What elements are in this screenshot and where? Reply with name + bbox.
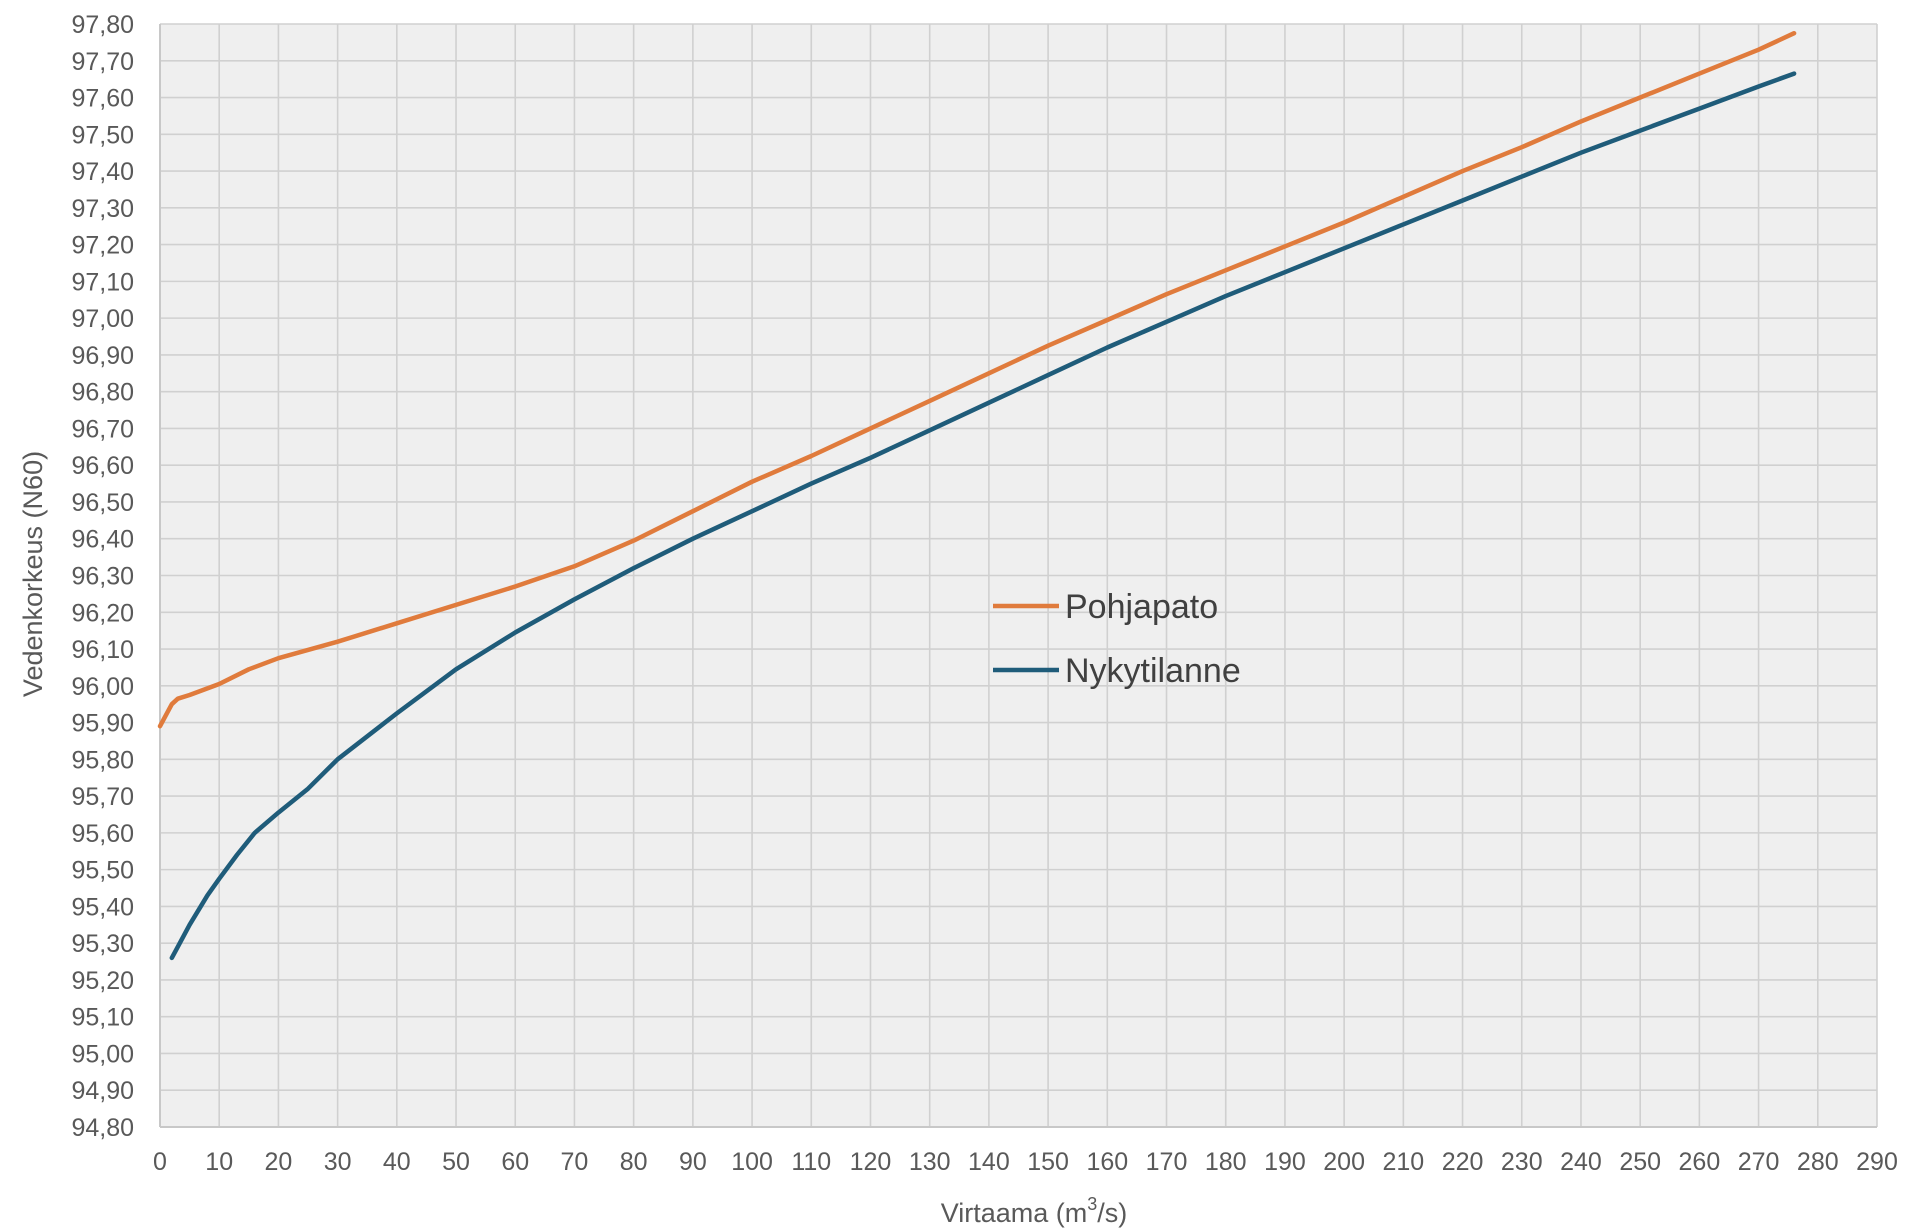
x-tick-label: 260 bbox=[1679, 1148, 1721, 1176]
y-tick-label: 96,70 bbox=[71, 415, 134, 443]
x-tick-label: 100 bbox=[731, 1148, 773, 1176]
x-tick-label: 130 bbox=[909, 1148, 951, 1176]
y-tick-label: 97,80 bbox=[71, 11, 134, 39]
x-tick-label: 0 bbox=[153, 1148, 167, 1176]
x-tick-labels: 0 10 20 30 40 50 60 70 80 90 100 110 120 130 140 150 160… bbox=[153, 1148, 1898, 1176]
x-axis-title-main: Virtaama (m bbox=[941, 1198, 1088, 1228]
y-tick-label: 96,20 bbox=[71, 599, 134, 627]
y-tick-label: 97,00 bbox=[71, 305, 134, 333]
y-tick-label: 96,40 bbox=[71, 526, 134, 554]
x-tick-label: 120 bbox=[850, 1148, 892, 1176]
x-tick-label: 40 bbox=[383, 1148, 411, 1176]
y-tick-label: 96,90 bbox=[71, 342, 134, 370]
y-tick-label: 95,20 bbox=[71, 967, 134, 995]
y-tick-label: 97,60 bbox=[71, 85, 134, 113]
y-tick-label: 95,30 bbox=[71, 930, 134, 958]
x-tick-label: 240 bbox=[1560, 1148, 1602, 1176]
y-tick-label: 97,50 bbox=[71, 121, 134, 149]
legend: Pohjapato Nykytilanne bbox=[993, 588, 1241, 690]
y-tick-label: 97,20 bbox=[71, 232, 134, 260]
y-tick-label: 96,00 bbox=[71, 673, 134, 701]
y-tick-label: 95,40 bbox=[71, 893, 134, 921]
series-line-nykytilanne bbox=[169, 71, 1797, 961]
x-tick-label: 20 bbox=[265, 1148, 293, 1176]
x-tick-label: 90 bbox=[679, 1148, 707, 1176]
x-tick-label: 230 bbox=[1501, 1148, 1543, 1176]
x-tick-label: 110 bbox=[791, 1148, 831, 1176]
y-tick-label: 96,60 bbox=[71, 452, 134, 480]
y-tick-label: 94,80 bbox=[71, 1114, 134, 1142]
x-tick-label: 60 bbox=[501, 1148, 529, 1176]
y-tick-label: 96,80 bbox=[71, 379, 134, 407]
x-axis-title-superscript: 3 bbox=[1087, 1194, 1097, 1214]
x-tick-label: 180 bbox=[1205, 1148, 1247, 1176]
y-tick-label: 95,90 bbox=[71, 710, 134, 738]
x-tick-label: 50 bbox=[442, 1148, 470, 1176]
x-tick-label: 250 bbox=[1619, 1148, 1661, 1176]
y-tick-label: 96,30 bbox=[71, 563, 134, 591]
x-tick-label: 210 bbox=[1382, 1148, 1424, 1176]
x-tick-label: 70 bbox=[561, 1148, 589, 1176]
y-tick-label: 95,00 bbox=[71, 1040, 134, 1068]
series-line-pohjapato bbox=[157, 30, 1797, 729]
y-tick-label: 95,80 bbox=[71, 746, 134, 774]
x-tick-label: 220 bbox=[1442, 1148, 1484, 1176]
y-tick-label: 96,10 bbox=[71, 636, 134, 664]
x-tick-label: 290 bbox=[1856, 1148, 1898, 1176]
y-tick-label: 94,90 bbox=[71, 1077, 134, 1105]
x-tick-label: 160 bbox=[1086, 1148, 1128, 1176]
legend-label-nykytilanne: Nykytilanne bbox=[1065, 652, 1241, 690]
x-axis-title-suffix: /s) bbox=[1097, 1198, 1127, 1228]
x-axis-title: Virtaama (m3/s) bbox=[941, 1194, 1128, 1228]
y-tick-label: 95,10 bbox=[71, 1004, 134, 1032]
y-tick-label: 95,50 bbox=[71, 857, 134, 885]
gridlines bbox=[159, 23, 1878, 1128]
x-tick-label: 170 bbox=[1146, 1148, 1188, 1176]
x-tick-label: 150 bbox=[1027, 1148, 1069, 1176]
series-lines bbox=[157, 30, 1797, 961]
y-tick-label: 95,70 bbox=[71, 783, 134, 811]
y-axis-title: Vedenkorkeus (N60) bbox=[18, 451, 48, 697]
x-tick-label: 10 bbox=[205, 1148, 233, 1176]
x-tick-label: 190 bbox=[1264, 1148, 1306, 1176]
x-tick-label: 30 bbox=[324, 1148, 352, 1176]
x-tick-label: 80 bbox=[620, 1148, 648, 1176]
y-tick-label: 97,30 bbox=[71, 195, 134, 223]
y-tick-labels: 97,80 97,70 97,60 97,50 97,40 97,30 97,20 97,10… bbox=[71, 11, 134, 1142]
y-tick-label: 97,10 bbox=[71, 268, 134, 296]
y-tick-label: 97,40 bbox=[71, 158, 134, 186]
y-tick-label: 95,60 bbox=[71, 820, 134, 848]
y-tick-label: 97,70 bbox=[71, 48, 134, 76]
x-tick-label: 280 bbox=[1797, 1148, 1839, 1176]
x-tick-label: 270 bbox=[1738, 1148, 1780, 1176]
y-tick-label: 96,50 bbox=[71, 489, 134, 517]
x-tick-label: 200 bbox=[1323, 1148, 1365, 1176]
legend-label-pohjapato: Pohjapato bbox=[1065, 588, 1218, 626]
x-tick-label: 140 bbox=[968, 1148, 1010, 1176]
